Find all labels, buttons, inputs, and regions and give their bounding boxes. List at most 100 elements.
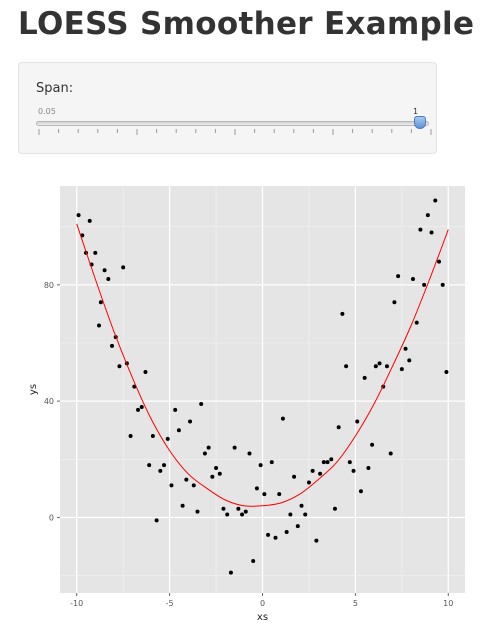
data-point (87, 218, 92, 223)
data-point (351, 468, 356, 473)
y-tick-label: 0 (49, 513, 54, 522)
slider-min-label: 0.05 (38, 107, 56, 116)
data-point (217, 471, 222, 476)
data-point (243, 509, 248, 514)
data-point (325, 460, 330, 465)
data-point (266, 532, 271, 537)
data-point (280, 416, 285, 421)
data-point (321, 460, 326, 465)
data-point (329, 457, 334, 462)
data-point (117, 364, 122, 369)
data-point (355, 419, 360, 424)
data-point (98, 300, 103, 305)
data-point (269, 460, 274, 465)
data-point (288, 512, 293, 517)
span-slider-handle[interactable] (414, 116, 426, 129)
data-point (370, 442, 375, 447)
x-tick-label: 10 (443, 599, 453, 608)
data-point (358, 489, 363, 494)
data-point (436, 259, 441, 264)
data-point (344, 364, 349, 369)
data-point (258, 463, 263, 468)
x-axis-label: xs (257, 612, 268, 623)
data-point (102, 268, 107, 273)
data-point (121, 265, 126, 270)
data-point (173, 407, 178, 412)
data-point (440, 282, 445, 287)
data-point (429, 230, 434, 235)
x-tick-label: -10 (70, 599, 83, 608)
span-slider-track[interactable] (36, 121, 429, 126)
loess-plot: -10 -5 0 5 10 0 40 80 xs ys (28, 186, 465, 623)
data-point (410, 277, 415, 282)
data-point (97, 323, 102, 328)
data-point (240, 512, 245, 517)
y-tick-label: 40 (44, 397, 54, 406)
data-point (158, 468, 163, 473)
data-point (399, 367, 404, 372)
data-point (206, 445, 211, 450)
data-point (444, 370, 449, 375)
data-point (143, 370, 148, 375)
data-point (162, 463, 167, 468)
data-point (433, 198, 438, 203)
data-point (362, 375, 367, 380)
data-point (221, 506, 226, 511)
data-point (340, 311, 345, 316)
loess-smooth-line (76, 223, 449, 507)
data-point (176, 428, 181, 433)
data-point (306, 480, 311, 485)
data-point (254, 486, 259, 491)
data-point (299, 503, 304, 508)
data-point (150, 434, 155, 439)
data-point (384, 364, 389, 369)
data-point (318, 471, 323, 476)
data-point (180, 503, 185, 508)
data-point (284, 529, 289, 534)
data-point (236, 506, 241, 511)
data-point (273, 535, 278, 540)
data-point (392, 300, 397, 305)
data-point (425, 213, 430, 218)
data-point (377, 361, 382, 366)
data-point (277, 492, 282, 497)
data-point (93, 250, 98, 255)
data-point (292, 474, 297, 479)
data-point (407, 358, 412, 363)
data-point (76, 213, 81, 218)
x-tick-label: -5 (166, 599, 174, 608)
data-point (388, 451, 393, 456)
data-point (247, 451, 252, 456)
slider-value-label: 1 (413, 107, 419, 116)
data-point (110, 343, 115, 348)
data-point (418, 227, 423, 232)
data-point (262, 492, 267, 497)
data-point (332, 506, 337, 511)
data-point (214, 465, 219, 470)
data-point (154, 518, 159, 523)
data-point (303, 512, 308, 517)
data-point (347, 460, 352, 465)
data-point (310, 468, 315, 473)
data-point (184, 477, 189, 482)
data-point (136, 407, 141, 412)
data-point (169, 483, 174, 488)
page-title: LOESS Smoother Example (18, 6, 475, 42)
data-point (202, 451, 207, 456)
data-point (139, 404, 144, 409)
data-point (232, 445, 237, 450)
data-point (414, 320, 419, 325)
data-point (225, 512, 230, 517)
data-point (336, 425, 341, 430)
data-point (366, 465, 371, 470)
data-point (396, 274, 401, 279)
slider-ticks (38, 129, 432, 135)
data-point (403, 346, 408, 351)
data-point (165, 436, 170, 441)
data-point (422, 282, 427, 287)
data-point (195, 509, 200, 514)
data-point (199, 402, 204, 407)
data-point (373, 364, 378, 369)
data-point (295, 524, 300, 529)
data-point (106, 277, 111, 282)
